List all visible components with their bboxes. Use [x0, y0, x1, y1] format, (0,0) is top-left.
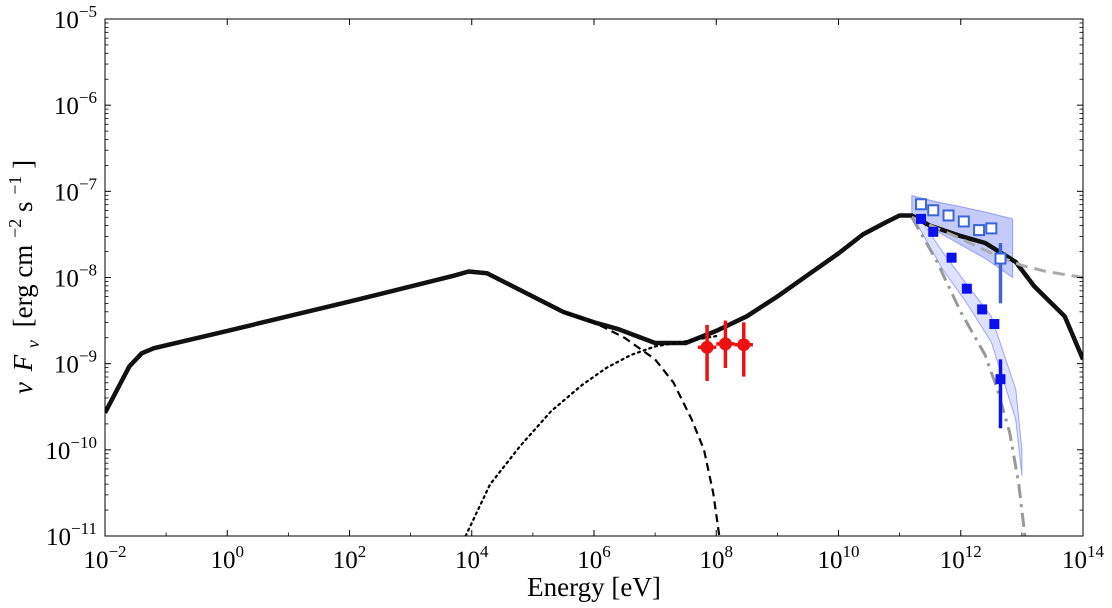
fermi-lat-point-1: [718, 337, 732, 351]
y-tick-label-3: 10−8: [54, 261, 97, 293]
deabsorbed-vhe-point-6: [994, 252, 1007, 265]
y-tick-label-5: 10−6: [54, 88, 97, 120]
x-tick-label-7: 1012: [940, 542, 982, 574]
x-tick-label-6: 1010: [818, 542, 860, 574]
fermi-lat-point-2: [737, 338, 751, 352]
x-tick-label-8: 1014: [1062, 542, 1105, 574]
model-curves: [105, 213, 1083, 536]
axes: 10−2 100 102 104 106 108 1010 1012 1014 10−11 10−1…: [45, 2, 1104, 574]
y-tick-label-1: 10−10: [45, 433, 97, 465]
observed-vhe-point-2: [946, 252, 957, 263]
y-tick-label-6: 10−5: [54, 2, 97, 34]
deabsorbed-vhe-point-0: [915, 198, 928, 211]
x-tick-label-4: 106: [577, 542, 611, 574]
x-tick-label-2: 102: [333, 542, 367, 574]
observed-vhe-point-3: [961, 283, 972, 294]
synchrotron-component-line: [563, 310, 721, 536]
deabsorbed-vhe-point-4: [973, 224, 986, 237]
observed-vhe-point-1: [928, 226, 939, 237]
y-tick-label-0: 10−11: [46, 519, 97, 551]
data-points: [697, 198, 1007, 429]
x-tick-label-3: 104: [455, 542, 489, 574]
inverse-compton-component-line: [464, 335, 718, 536]
intrinsic-spectrum-line: [911, 215, 1083, 279]
observed-vhe-point-5: [989, 319, 1000, 330]
fermi-lat-point-0: [700, 340, 714, 354]
absorbed-spectrum-line: [910, 216, 1027, 536]
y-axis-label: ν F ν [erg cm −2 s −1 ]: [0, 160, 45, 394]
deabsorbed-vhe-point-2: [942, 209, 955, 222]
deabsorbed-vhe-point-5: [985, 222, 998, 235]
deabsorbed-vhe-point-1: [927, 204, 940, 217]
x-tick-label-1: 100: [211, 542, 245, 574]
observed-vhe-point-0: [916, 213, 927, 224]
x-tick-label-0: 10−2: [83, 542, 126, 574]
total-model-line: [105, 213, 1083, 414]
x-axis-label: Energy [eV]: [527, 572, 661, 602]
x-tick-label-5: 108: [700, 542, 734, 574]
plot-frame: [104, 18, 1084, 537]
observed-vhe-point-4: [977, 304, 988, 315]
y-tick-label-2: 10−9: [54, 347, 97, 379]
deabsorbed-vhe-point-3: [957, 215, 970, 228]
observed-vhe-point-6: [995, 374, 1006, 385]
y-tick-label-4: 10−7: [54, 174, 98, 206]
